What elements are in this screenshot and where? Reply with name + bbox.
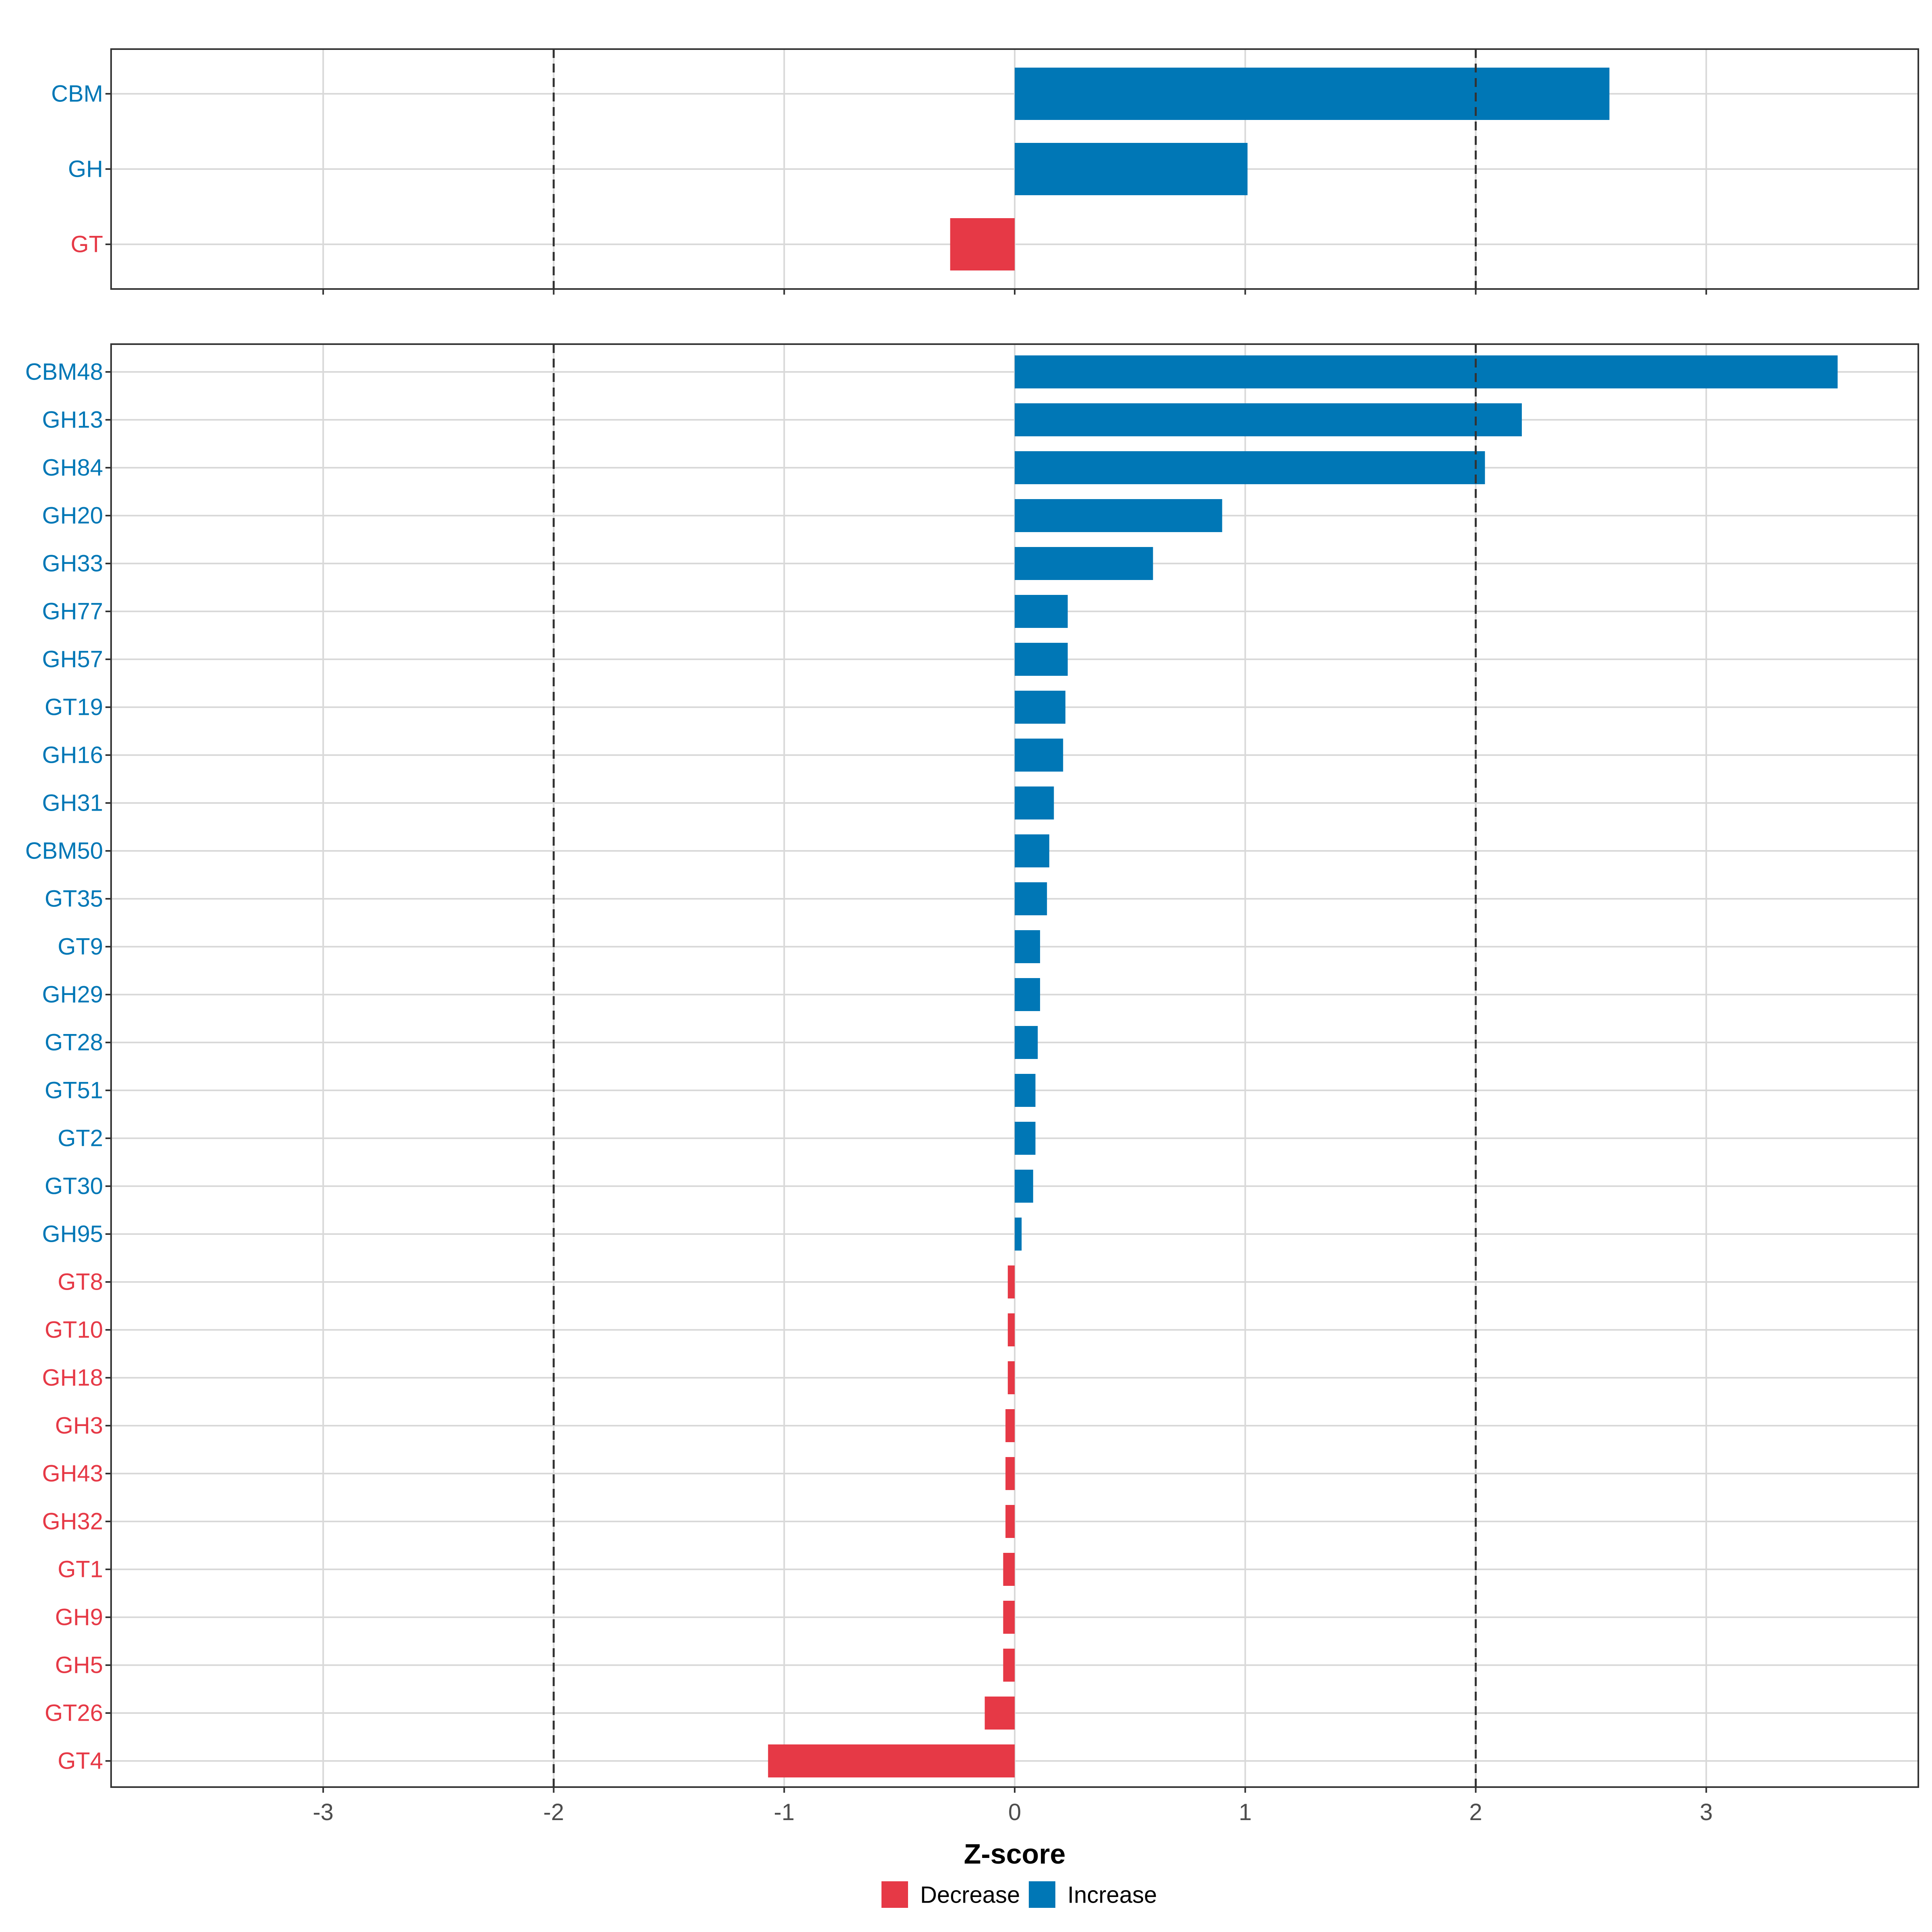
y-tick-label: GH16 xyxy=(42,742,103,768)
y-tick-label: CBM xyxy=(51,81,103,107)
bar-GT1 xyxy=(1003,1553,1015,1586)
y-tick-label: GH32 xyxy=(42,1509,103,1535)
bar-GH3 xyxy=(1005,1409,1015,1442)
bar-CBM48 xyxy=(1015,355,1838,388)
y-tick-label: GT51 xyxy=(45,1077,103,1104)
y-tick-label: GH43 xyxy=(42,1461,103,1487)
bar-GH57 xyxy=(1015,643,1068,676)
x-tick-label: 2 xyxy=(1469,1799,1482,1825)
bar-GT26 xyxy=(985,1697,1015,1730)
x-tick-label: 0 xyxy=(1008,1799,1021,1825)
y-tick-label: GH20 xyxy=(42,503,103,529)
bar-GH9 xyxy=(1003,1601,1015,1634)
y-tick-label: GT8 xyxy=(58,1269,103,1295)
panel-bottom: CBM48 GH13 GH84 GH20 GH33 GH77 GH57 GT19 GH16 GH3… xyxy=(25,343,1919,1793)
bar-GH13 xyxy=(1015,403,1522,436)
y-tick-label: GT2 xyxy=(58,1125,103,1152)
y-tick-label: GH3 xyxy=(55,1413,103,1439)
legend-swatch-decrease xyxy=(881,1881,908,1908)
legend: Decrease Increase xyxy=(881,1881,1157,1908)
y-tick-label: GH95 xyxy=(42,1221,103,1247)
y-tick-label: GT30 xyxy=(45,1173,103,1199)
bar-GT35 xyxy=(1015,882,1047,915)
y-tick-label: GT10 xyxy=(45,1317,103,1343)
y-tick-label: GH33 xyxy=(42,551,103,577)
y-tick-label: GH84 xyxy=(42,455,103,481)
y-tick-label: GT xyxy=(70,231,103,258)
bar-GH32 xyxy=(1005,1505,1015,1538)
legend-label-decrease: Decrease xyxy=(920,1882,1020,1908)
bar-GH84 xyxy=(1015,451,1485,484)
bar-GH33 xyxy=(1015,547,1153,580)
x-tick-label: 3 xyxy=(1700,1799,1713,1825)
x-tick-label: -2 xyxy=(543,1799,564,1825)
y-tick-label: GH13 xyxy=(42,407,103,433)
y-tick-label: GT1 xyxy=(58,1556,103,1583)
bar-GT2 xyxy=(1015,1122,1036,1155)
y-tick-label: GT35 xyxy=(45,886,103,912)
bar-GH31 xyxy=(1015,786,1054,819)
bar-GH43 xyxy=(1005,1457,1015,1490)
x-tick-label: -1 xyxy=(774,1799,795,1825)
bar-GT4 xyxy=(768,1744,1015,1777)
bar-GT xyxy=(950,218,1015,270)
x-tick-label: -3 xyxy=(313,1799,334,1825)
bar-GT8 xyxy=(1007,1265,1015,1298)
y-tick-label: GH9 xyxy=(55,1604,103,1631)
panel-top: CBM GH GT xyxy=(51,48,1919,295)
bar-GH29 xyxy=(1015,978,1040,1011)
y-tick-label: CBM50 xyxy=(25,838,103,864)
y-tick-label: CBM48 xyxy=(25,359,103,385)
y-tick-label: GH18 xyxy=(42,1365,103,1391)
y-tick-label: GT4 xyxy=(58,1748,103,1774)
bar-GH20 xyxy=(1015,499,1222,532)
bar-GH18 xyxy=(1007,1361,1015,1394)
bar-GT28 xyxy=(1015,1026,1038,1059)
x-tick-label: 1 xyxy=(1239,1799,1252,1825)
y-tick-label: GT9 xyxy=(58,934,103,960)
bar-GH16 xyxy=(1015,739,1063,772)
bar-GT19 xyxy=(1015,691,1065,724)
bar-GH xyxy=(1015,143,1248,195)
bar-GH95 xyxy=(1015,1218,1022,1251)
y-tick-label: GH31 xyxy=(42,790,103,816)
bar-GT30 xyxy=(1015,1170,1033,1203)
y-tick-label: GH57 xyxy=(42,646,103,673)
legend-label-increase: Increase xyxy=(1067,1882,1157,1908)
legend-swatch-increase xyxy=(1029,1881,1055,1908)
y-tick-label: GT28 xyxy=(45,1030,103,1056)
bar-GT9 xyxy=(1015,930,1040,963)
bar-CBM xyxy=(1015,68,1610,120)
bar-GH5 xyxy=(1003,1649,1015,1682)
y-tick-label: GT26 xyxy=(45,1700,103,1726)
y-tick-label: GH xyxy=(68,156,103,182)
bar-GH77 xyxy=(1015,595,1068,628)
x-axis-title: Z-score xyxy=(964,1838,1066,1870)
y-tick-label: GT19 xyxy=(45,694,103,720)
bar-GT10 xyxy=(1007,1313,1015,1346)
bar-GT51 xyxy=(1015,1074,1036,1107)
y-tick-label: GH5 xyxy=(55,1652,103,1678)
y-tick-label: GH29 xyxy=(42,982,103,1008)
y-tick-label: GH77 xyxy=(42,599,103,625)
bar-CBM50 xyxy=(1015,834,1049,867)
